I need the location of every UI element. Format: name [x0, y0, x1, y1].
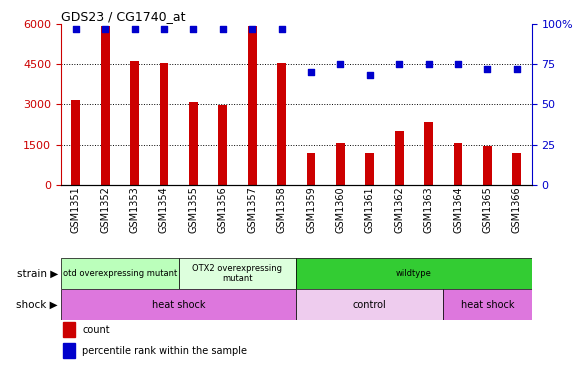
Bar — [443, 289, 532, 320]
Bar — [63, 343, 75, 358]
Bar — [365, 153, 374, 185]
Text: control: control — [353, 300, 387, 310]
Point — [424, 61, 433, 67]
Point — [306, 69, 315, 75]
Text: OTX2 overexpressing
mutant: OTX2 overexpressing mutant — [192, 264, 282, 283]
Bar — [218, 105, 227, 185]
Point — [101, 26, 110, 31]
Point — [483, 66, 492, 72]
Bar — [71, 100, 80, 185]
Bar — [248, 26, 257, 185]
Point — [453, 61, 462, 67]
Bar — [424, 122, 433, 185]
Point — [189, 26, 198, 31]
Bar — [395, 131, 404, 185]
Bar — [130, 61, 139, 185]
Point — [159, 26, 168, 31]
Bar — [61, 258, 179, 289]
Point — [130, 26, 139, 31]
Bar — [336, 143, 345, 185]
Bar — [483, 146, 492, 185]
Text: GDS23 / CG1740_at: GDS23 / CG1740_at — [61, 10, 185, 23]
Point — [512, 66, 522, 72]
Point — [336, 61, 345, 67]
Bar — [101, 26, 110, 185]
Bar — [63, 322, 75, 337]
Point — [277, 26, 286, 31]
Text: percentile rank within the sample: percentile rank within the sample — [82, 346, 247, 355]
Bar — [307, 153, 315, 185]
Bar — [296, 289, 443, 320]
Point — [218, 26, 227, 31]
Text: heat shock: heat shock — [152, 300, 206, 310]
Text: shock ▶: shock ▶ — [16, 300, 58, 310]
Bar — [179, 258, 296, 289]
Text: heat shock: heat shock — [461, 300, 514, 310]
Text: strain ▶: strain ▶ — [17, 269, 58, 279]
Bar — [512, 153, 521, 185]
Bar — [61, 289, 296, 320]
Bar — [160, 63, 168, 185]
Bar — [277, 63, 286, 185]
Text: otd overexpressing mutant: otd overexpressing mutant — [63, 269, 177, 278]
Bar — [189, 102, 198, 185]
Bar — [296, 258, 532, 289]
Point — [248, 26, 257, 31]
Point — [365, 72, 375, 78]
Bar — [454, 143, 462, 185]
Point — [71, 26, 80, 31]
Text: wildtype: wildtype — [396, 269, 432, 278]
Text: count: count — [82, 325, 110, 335]
Point — [394, 61, 404, 67]
